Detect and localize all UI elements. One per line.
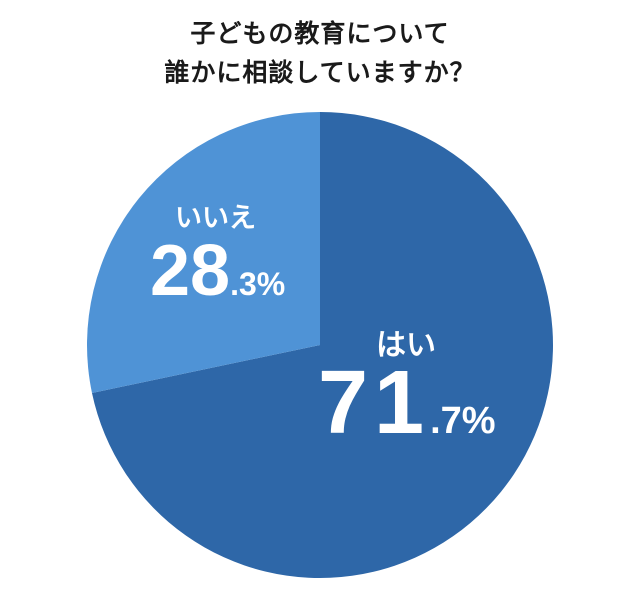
slice-value-yes: 71.7% <box>318 352 496 455</box>
chart-title: 子どもの教育について 誰かに相談していますか？ <box>0 14 640 92</box>
pie-slice-no <box>87 112 320 393</box>
value-integer: 71 <box>318 353 431 453</box>
chart-title-line-1: 子どもの教育について <box>190 19 450 48</box>
slice-value-no: 28.3% <box>150 230 285 312</box>
pie-slice-yes <box>91 112 553 578</box>
slice-category-yes: はい <box>376 328 436 363</box>
value-decimal: .7% <box>430 400 496 442</box>
chart-title-line-2: 誰かに相談していますか？ <box>164 58 476 87</box>
value-decimal: .3% <box>230 266 286 302</box>
slice-category-no: いいえ <box>175 203 256 234</box>
value-integer: 28 <box>150 231 231 311</box>
